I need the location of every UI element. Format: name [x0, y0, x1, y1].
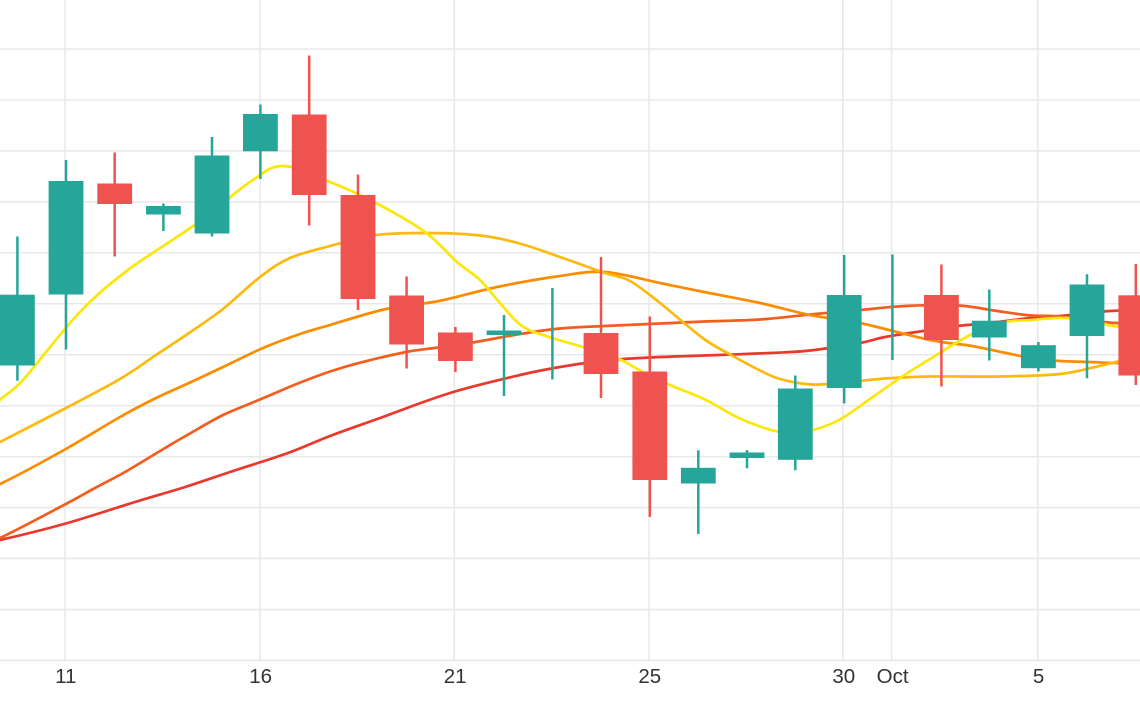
svg-text:16: 16	[249, 665, 272, 688]
svg-text:21: 21	[444, 665, 467, 688]
svg-text:30: 30	[832, 665, 855, 688]
svg-text:11: 11	[55, 665, 76, 688]
svg-text:Oct: Oct	[877, 665, 909, 688]
svg-text:5: 5	[1033, 665, 1044, 688]
svg-text:25: 25	[638, 665, 661, 688]
